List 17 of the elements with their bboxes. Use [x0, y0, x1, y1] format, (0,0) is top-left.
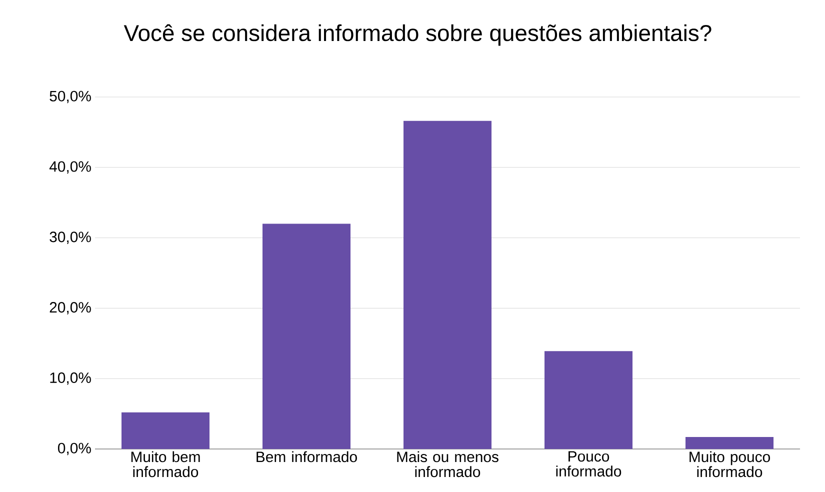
bar: [404, 120, 492, 449]
x-tick-label: Mais ou menos informado: [397, 451, 498, 478]
y-tick-label: 30,0%: [50, 232, 91, 244]
y-tick-label: 40,0%: [49, 161, 91, 174]
y-tick-label: 10,0%: [50, 372, 91, 385]
bar: [686, 437, 774, 449]
bar: [262, 224, 351, 449]
x-tick-label: Pouco informado: [556, 451, 622, 477]
bar: [544, 351, 633, 449]
y-tick-label: 20,0%: [50, 302, 91, 314]
bar: [122, 412, 210, 449]
y-tick-label: 50,0%: [50, 90, 91, 104]
chart-title: Você se considera informado sobre questões ambientais?: [124, 24, 712, 46]
y-tick-label: 0,0%: [58, 442, 91, 456]
x-tick-label: Muito pouco informado: [690, 451, 770, 478]
x-tick-label: Bem informado: [256, 451, 357, 462]
x-tick-label: Muito bem informado: [131, 451, 200, 478]
